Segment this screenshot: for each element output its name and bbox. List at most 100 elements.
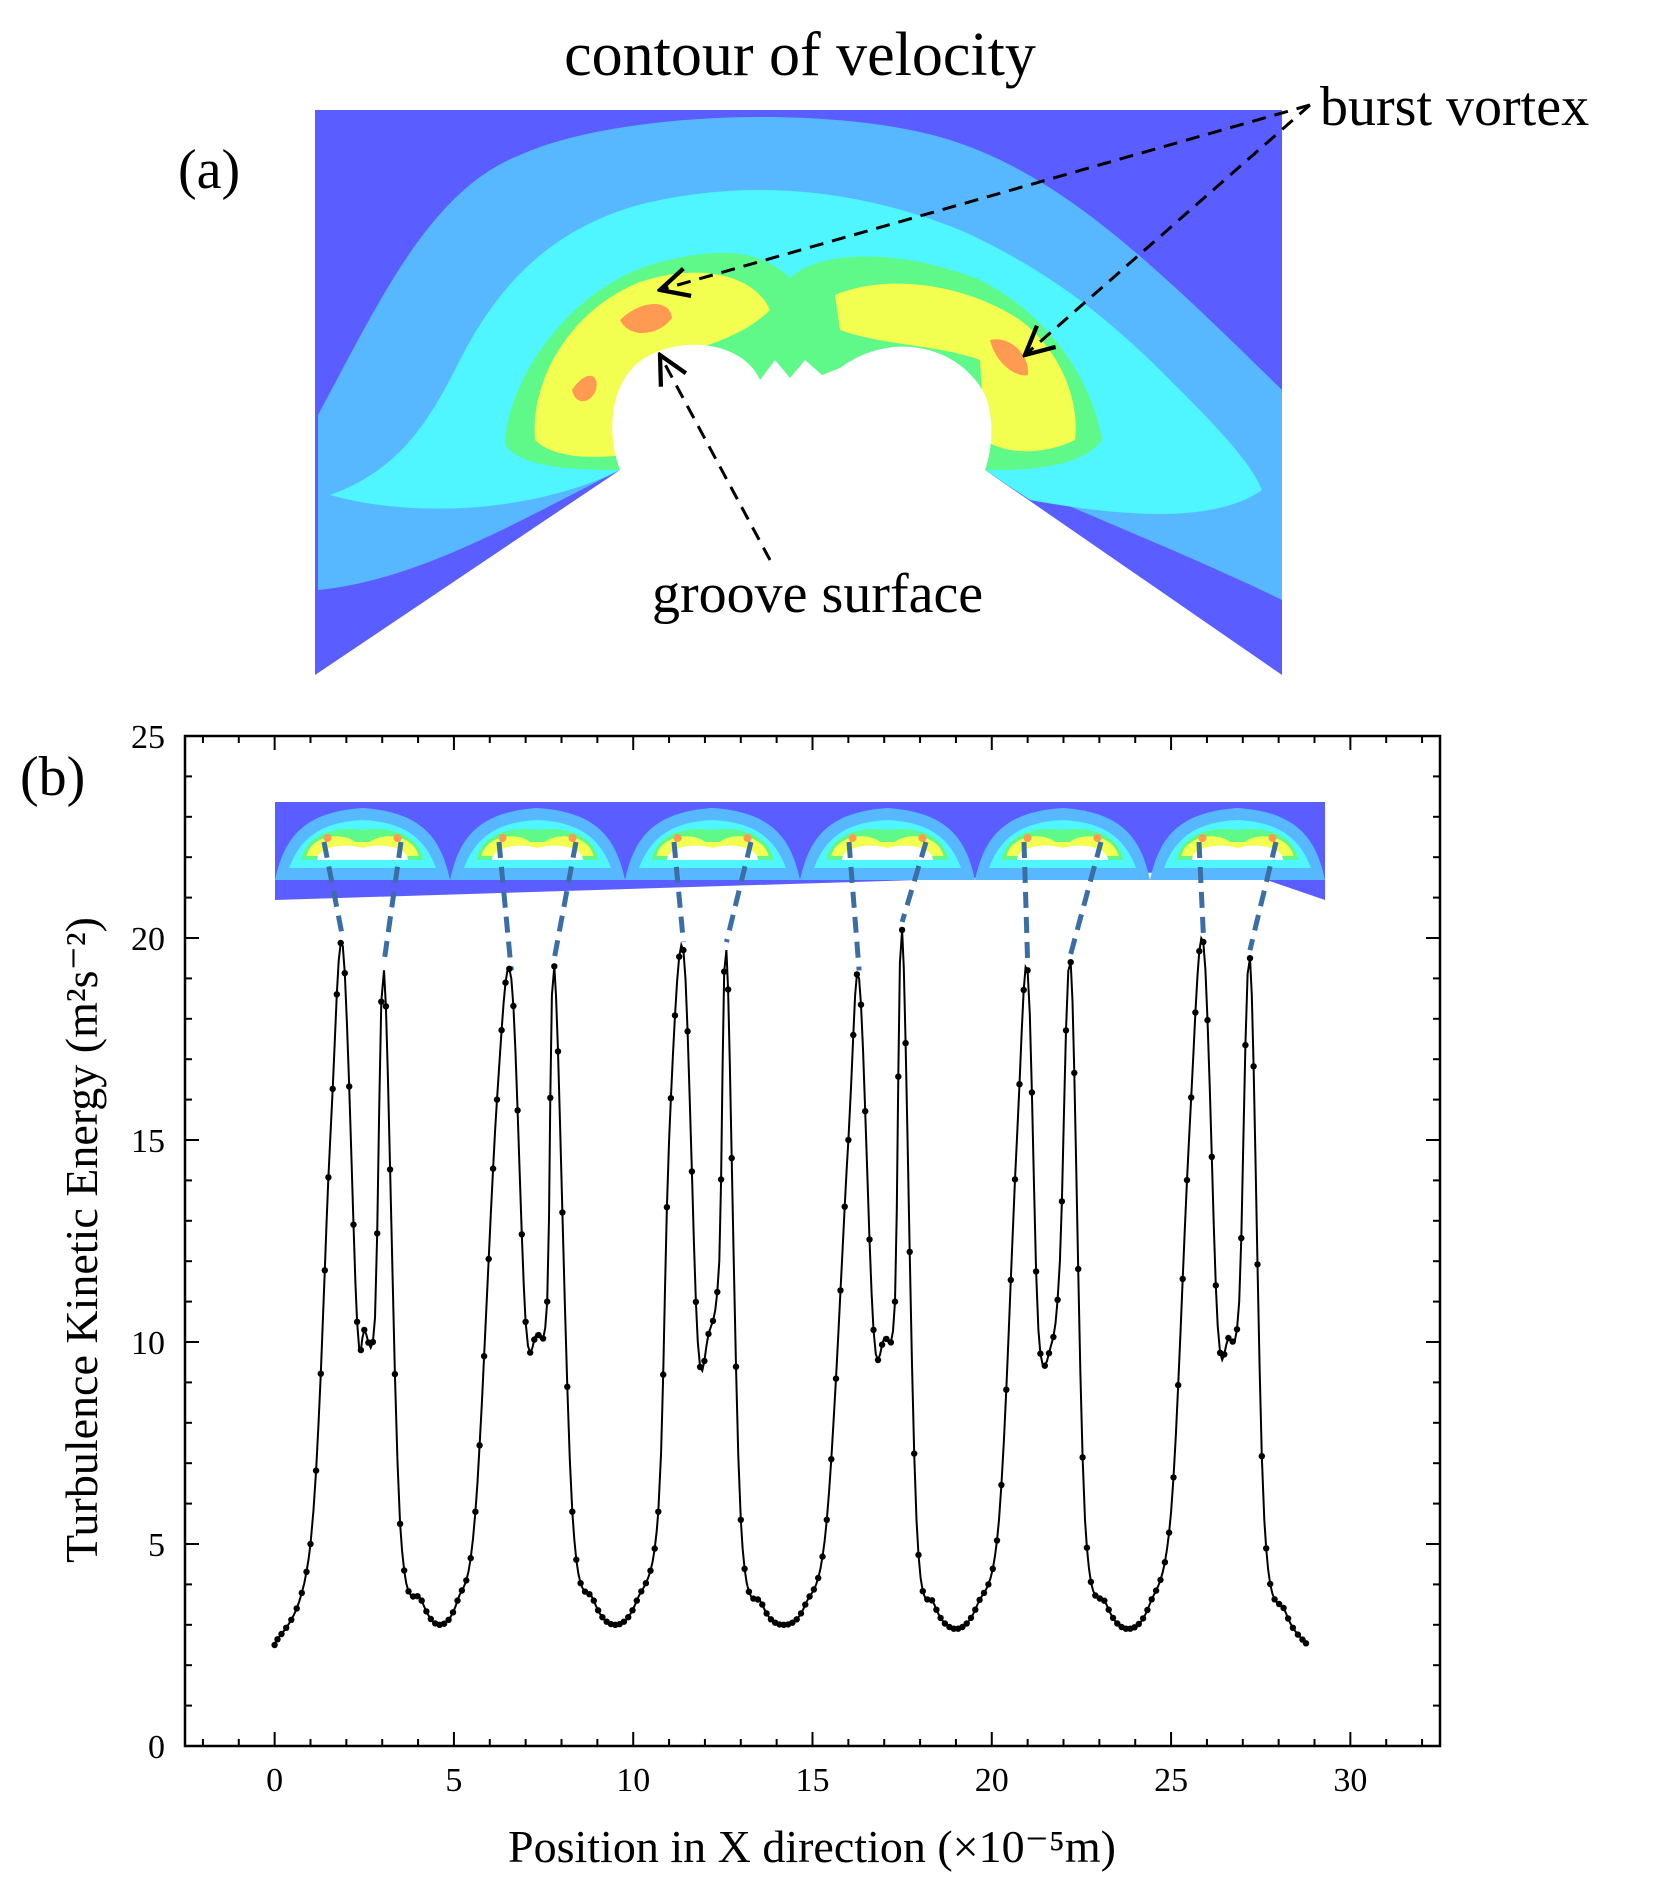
tke-marker: [559, 1209, 566, 1216]
y-axis-label: Turbulence Kinetic Energy (m²s⁻²): [56, 917, 107, 1563]
tke-marker: [577, 1580, 584, 1587]
tke-marker: [1024, 967, 1031, 974]
tke-marker: [1258, 1453, 1266, 1460]
x-tick-label: 10: [616, 1762, 650, 1799]
contour-level-5-right: [990, 339, 1029, 376]
tke-marker: [902, 1039, 909, 1047]
tke-marker: [841, 1203, 848, 1210]
tke-marker: [625, 1614, 632, 1621]
tke-marker: [278, 1630, 285, 1638]
tke-marker: [333, 991, 340, 998]
tke-marker: [642, 1580, 650, 1587]
tke-marker: [1114, 1620, 1121, 1627]
inset-groove-surface: [1017, 845, 1108, 860]
tke-marker: [547, 1094, 554, 1102]
peak-connector: [321, 841, 346, 939]
inset-contour-5: [1198, 834, 1207, 842]
tke-marker: [1050, 1333, 1057, 1341]
tke-marker: [1041, 1362, 1049, 1369]
tke-marker: [1284, 1615, 1292, 1622]
tke-marker: [688, 1168, 696, 1175]
tke-marker: [976, 1596, 983, 1604]
tke-marker: [963, 1620, 970, 1627]
tke-marker: [346, 1083, 353, 1090]
tke-marker: [463, 1577, 470, 1584]
tke-series: [271, 926, 1310, 1649]
inset-contour-strip: [275, 802, 1325, 900]
tke-marker: [325, 1174, 332, 1181]
panel-a-title: contour of velocity: [564, 21, 1036, 89]
tke-marker: [763, 1610, 770, 1617]
tke-marker: [754, 1596, 762, 1603]
tke-marker: [1246, 955, 1254, 962]
tke-marker: [1271, 1596, 1278, 1603]
tke-marker: [502, 979, 509, 986]
tke-marker: [721, 968, 728, 975]
contour-level-5-left: [620, 303, 672, 333]
tke-marker: [741, 1565, 748, 1573]
tke-marker: [620, 1618, 628, 1625]
tke-marker: [599, 1614, 606, 1621]
tke-marker: [701, 1357, 708, 1365]
tke-marker: [1079, 1454, 1086, 1461]
tke-marker: [898, 926, 906, 934]
tke-marker: [1212, 1282, 1220, 1289]
tke-marker: [590, 1597, 597, 1604]
tke-marker: [401, 1567, 408, 1574]
tke-marker: [1208, 1153, 1216, 1161]
tke-marker: [671, 1012, 679, 1019]
tke-marker: [1071, 1069, 1078, 1077]
tke-marker: [531, 1336, 538, 1343]
tke-marker: [633, 1597, 640, 1604]
tke-marker: [283, 1624, 290, 1632]
tke-marker: [1067, 959, 1074, 966]
tke-marker: [1200, 938, 1207, 946]
tke-marker: [405, 1588, 412, 1595]
tke-marker: [1101, 1597, 1108, 1604]
tke-marker: [1054, 1296, 1061, 1304]
tke-marker: [312, 1467, 320, 1474]
tke-marker: [680, 946, 687, 954]
tke-marker: [1192, 1009, 1199, 1016]
peak-connector: [671, 841, 686, 943]
tke-marker: [1152, 1587, 1160, 1594]
tke-marker: [518, 1231, 525, 1238]
tke-marker: [874, 1356, 882, 1364]
tke-marker: [506, 965, 513, 972]
connector-lines: [321, 841, 1279, 971]
tke-marker: [527, 1349, 534, 1356]
tke-marker: [714, 1288, 721, 1296]
tke-marker: [391, 1370, 399, 1378]
tke-marker: [1302, 1640, 1310, 1647]
tke-marker: [1221, 1351, 1228, 1358]
tke-marker: [510, 1002, 517, 1010]
tke-marker: [1183, 1176, 1191, 1184]
tke-marker: [1229, 1338, 1236, 1345]
x-tick-label: 20: [975, 1762, 1009, 1799]
x-tick-label: 5: [445, 1762, 462, 1799]
x-tick-label: 0: [266, 1762, 283, 1799]
tke-marker: [1139, 1615, 1147, 1622]
peak-connector: [1068, 841, 1104, 955]
tke-marker: [745, 1588, 753, 1595]
tke-marker: [660, 1371, 667, 1378]
tke-marker: [414, 1593, 421, 1600]
peak-connector: [496, 841, 514, 971]
tke-marker: [586, 1591, 593, 1598]
tke-marker: [941, 1620, 949, 1627]
tke-marker: [1020, 986, 1027, 994]
y-tick-label: 5: [148, 1527, 165, 1564]
tke-marker: [1242, 1041, 1249, 1049]
panel-b: (b) 0 5 10 15 20 25 30 0 5 10 15 20 25 Position in …: [20, 719, 1442, 1872]
tke-marker: [850, 1031, 857, 1039]
tke-marker: [454, 1597, 461, 1604]
annotation-groove-surface: groove surface: [652, 563, 983, 625]
tke-marker: [288, 1616, 295, 1624]
tke-marker: [303, 1568, 310, 1576]
tke-marker: [819, 1553, 826, 1560]
y-tick-label: 15: [131, 1123, 165, 1160]
tke-marker: [1003, 1386, 1010, 1393]
tke-marker: [870, 1326, 877, 1334]
tke-marker: [1161, 1559, 1169, 1566]
